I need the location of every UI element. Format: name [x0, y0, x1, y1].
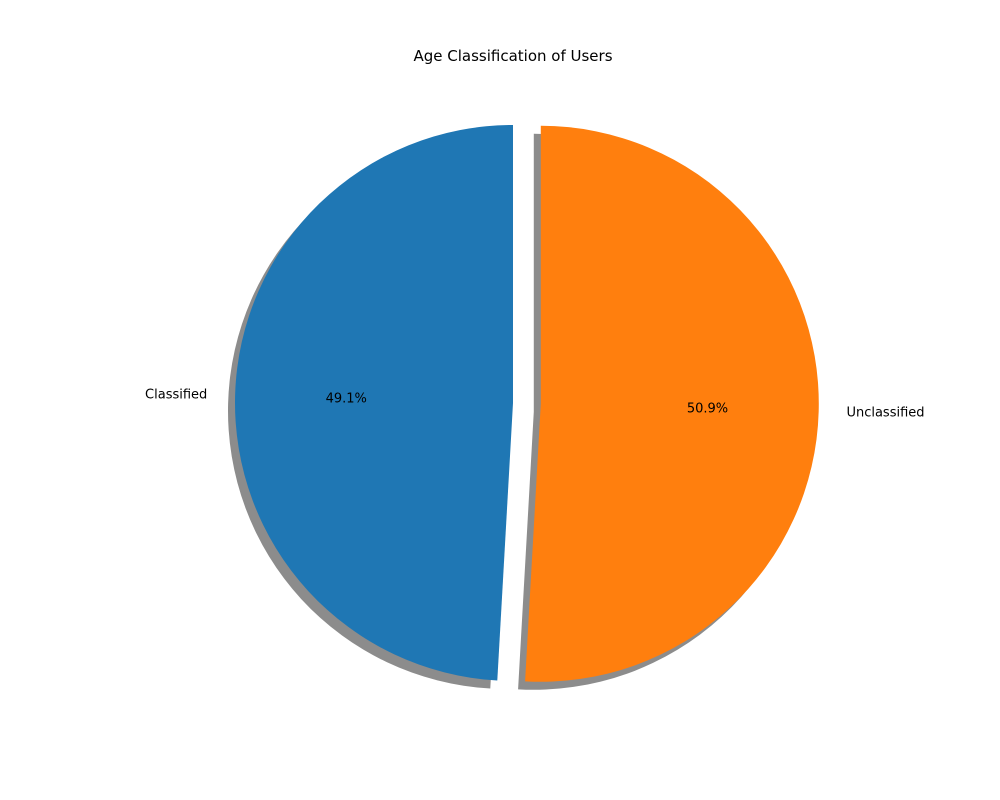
slice-percent-classified: 49.1%	[326, 391, 367, 406]
slice-percent-unclassified: 50.9%	[687, 402, 728, 417]
pie-slice-unclassified	[525, 125, 819, 682]
slice-label-unclassified: Unclassified	[846, 405, 924, 420]
slice-label-classified: Classified	[145, 387, 207, 402]
pie-slice-classified	[235, 125, 514, 681]
pie-labels: 49.1% Classified 50.9% Unclassified	[145, 387, 924, 420]
chart-title: Age Classification of Users	[413, 47, 612, 65]
pie-slices	[235, 125, 819, 682]
